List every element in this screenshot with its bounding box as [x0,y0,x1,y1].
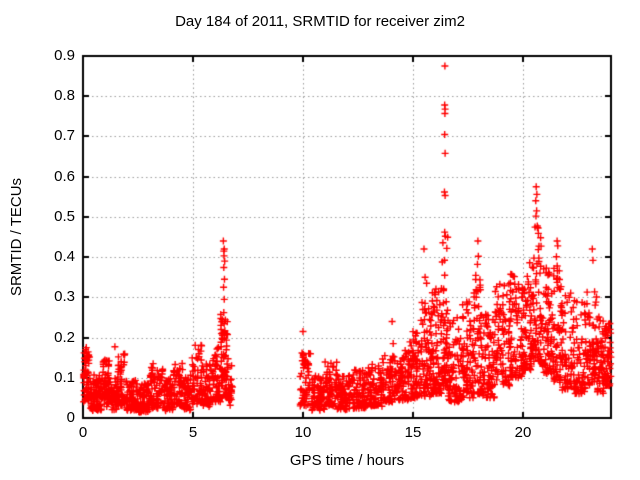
y-tick-label: 0.4 [54,248,75,266]
x-tick-label: 20 [514,424,532,441]
x-tick-label: 5 [188,424,198,441]
y-tick-label: 0.5 [54,207,75,225]
y-tick-label: 0.3 [54,288,75,306]
y-tick-label: 0.8 [54,87,75,105]
y-tick-label: 0.6 [54,167,75,185]
y-tick-label: 0.7 [54,127,75,145]
x-tick-label: 10 [294,424,312,441]
y-tick-label: 0.9 [54,47,75,64]
chart-title: Day 184 of 2011, SRMTID for receiver zim… [175,13,465,30]
x-tick-label: 0 [78,424,88,441]
x-tick-label: 15 [404,424,422,441]
x-axis-label: GPS time / hours [289,452,405,469]
y-tick-label: 0 [66,409,75,426]
y-axis-label-text: SRMTID / TECUs [8,177,25,297]
y-tick-label: 0.1 [54,368,75,386]
y-tick-label: 0.2 [54,328,75,346]
